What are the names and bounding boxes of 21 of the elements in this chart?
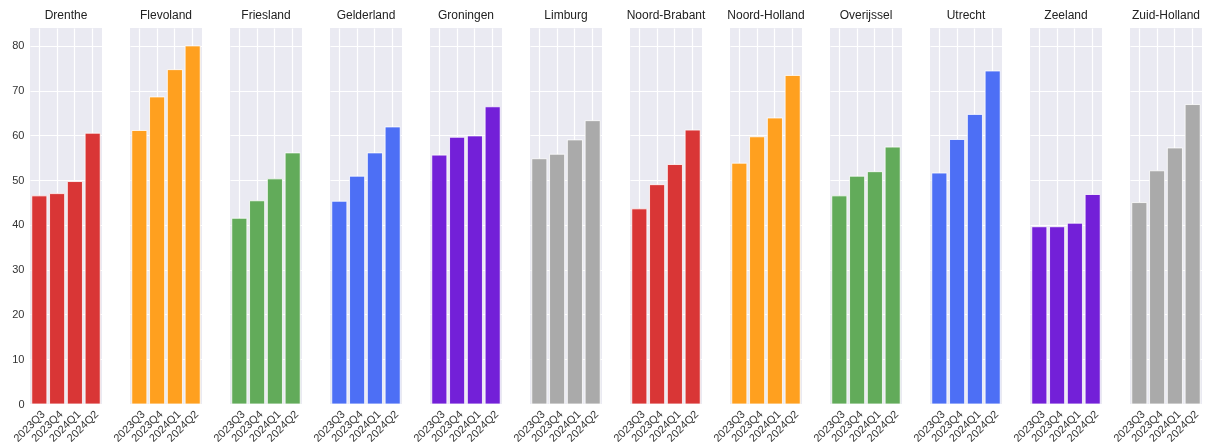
y-tick-label: 80 [12,39,25,52]
y-tick-label: 60 [12,128,25,141]
y-tick-label: 50 [12,173,25,186]
chart-title: Noord-Brabant [626,8,707,22]
chart-title: Groningen [437,8,495,22]
chart-title: Limburg [544,8,588,22]
chart-title: Utrecht [946,8,986,22]
chart-title: Zuid-Holland [1131,8,1201,22]
y-tick-label: 40 [12,218,25,231]
chart-title: Noord-Holland [727,8,805,22]
chart-title: Flevoland [139,8,193,22]
y-tick-label: 30 [12,263,25,276]
y-tick-label: 10 [12,352,25,365]
y-tick-label: 20 [12,307,25,320]
chart-title: Gelderland [336,8,396,22]
y-tick-label: 70 [12,84,25,97]
chart-title: Friesland [241,8,291,22]
chart-title: Overijssel [839,8,893,22]
chart-title: Drenthe [44,8,88,22]
y-tick-label: 0 [18,397,25,410]
chart-title: Zeeland [1044,8,1088,22]
